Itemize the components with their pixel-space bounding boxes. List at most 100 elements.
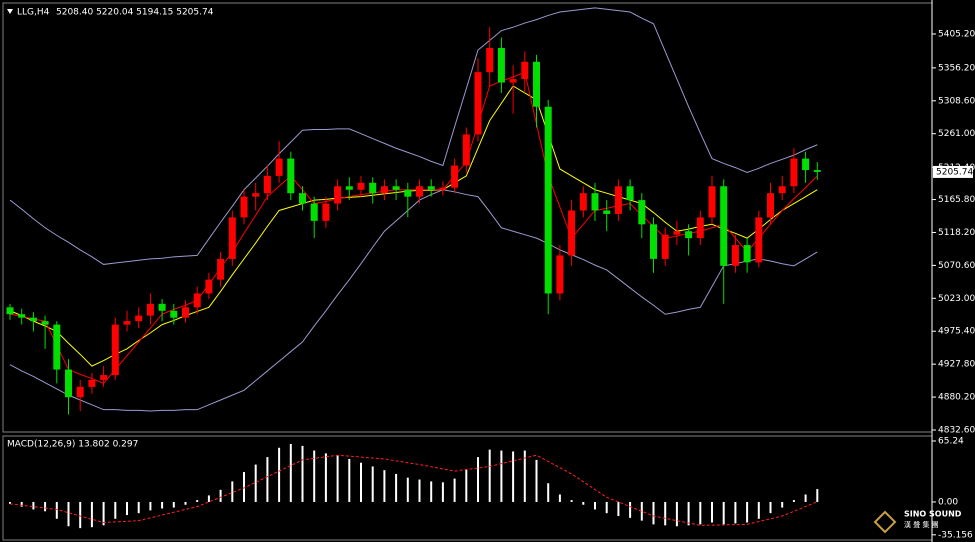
watermark: SINO SOUND 漢 聲 集 團 [873,510,962,534]
candle-body [240,196,248,218]
macd-bar [418,479,421,502]
macd-bar [207,495,210,502]
macd-bar [55,501,58,519]
watermark-logo [873,510,897,534]
macd-bar [652,501,655,525]
candle-body [591,193,599,211]
candle-body [638,200,646,225]
candle-body [100,375,108,380]
candle-body [345,186,353,190]
candle-body [451,165,459,188]
macd-bar [348,458,351,502]
macd-bar [816,489,819,502]
macd-title: MACD(12,26,9) 13.802 0.297 [7,440,138,450]
macd-bar [161,501,164,509]
last-price-label: 5205.74 [936,167,973,177]
candle-body [205,279,213,294]
macd-bar [582,501,585,505]
candle-body [182,307,189,318]
candle-body [661,234,669,259]
y-tick-label: 5165.80 [938,195,975,205]
candle-body [369,182,377,194]
overlay-line [9,71,818,384]
overlay-line [9,189,818,412]
macd-bar [196,500,199,502]
macd-bar [746,501,749,523]
candle-body [380,186,388,194]
macd-bar [137,501,140,514]
candle-body [474,72,482,135]
candle-body [439,187,447,190]
candle-body [509,79,517,83]
macd-bar [383,470,386,502]
candle-body [404,189,412,197]
candle-body [650,224,657,259]
y-tick-label: 0.00 [938,497,958,507]
macd-bar [453,478,456,502]
macd-panel-frame [2,435,933,541]
macd-bar [243,472,245,502]
candle-body [416,186,423,197]
symbol-title: LLG,H4 [17,8,50,18]
candle-body [544,106,552,294]
candle-body [556,255,564,294]
candle-body [392,186,400,190]
macd-bar [395,473,398,502]
candle-body [755,217,763,263]
macd-bar [219,489,222,502]
candle-body [146,303,154,316]
candle-body [767,193,774,218]
macd-bar [20,501,23,507]
y-tick-label: 5070.60 [938,261,975,271]
y-tick-label: 4880.20 [938,393,975,403]
candle-body [603,210,611,214]
macd-bar [114,501,117,519]
macd-bar [278,447,281,502]
menu-arrow[interactable] [7,9,13,14]
candle-body [299,193,306,204]
macd-bar [722,501,725,525]
y-tick-label: 4927.80 [938,360,975,370]
candle-body [568,210,576,256]
macd-bar [699,501,702,525]
candle-body [263,175,271,194]
candle-body [228,217,236,259]
candle-body [720,186,728,266]
candle-body [696,217,704,239]
candle-body [217,258,225,280]
y-tick-label: -35.156 [938,530,973,540]
macd-bar [360,462,362,502]
candle-body [29,317,37,322]
candle-body [287,158,295,194]
macd-bar [781,501,784,508]
macd-bar [500,450,503,502]
macd-bar [594,501,596,510]
candle-body [427,186,435,190]
macd-bar [769,501,772,514]
macd-bar [664,501,667,526]
macd-bar [430,481,433,502]
macd-bar [804,494,807,502]
macd-bar [371,466,374,502]
y-tick-label: 5405.20 [938,29,975,39]
macd-bar [512,451,515,502]
macd-bar [558,494,561,502]
macd-bar [675,501,678,527]
candle-body [53,324,61,370]
macd-bar [477,457,479,502]
candle-body [65,369,72,398]
macd-bar [44,501,47,512]
candle-body [813,170,821,172]
candle-body [158,303,166,311]
macd-bar [488,449,491,502]
macd-bar [792,500,795,502]
y-tick-label: 4832.60 [938,425,975,435]
macd-bar [570,500,573,502]
macd-bar [79,501,82,529]
candle-body [579,193,587,211]
candle-body [275,158,283,176]
macd-bar [336,455,339,502]
candle-body [252,193,260,197]
